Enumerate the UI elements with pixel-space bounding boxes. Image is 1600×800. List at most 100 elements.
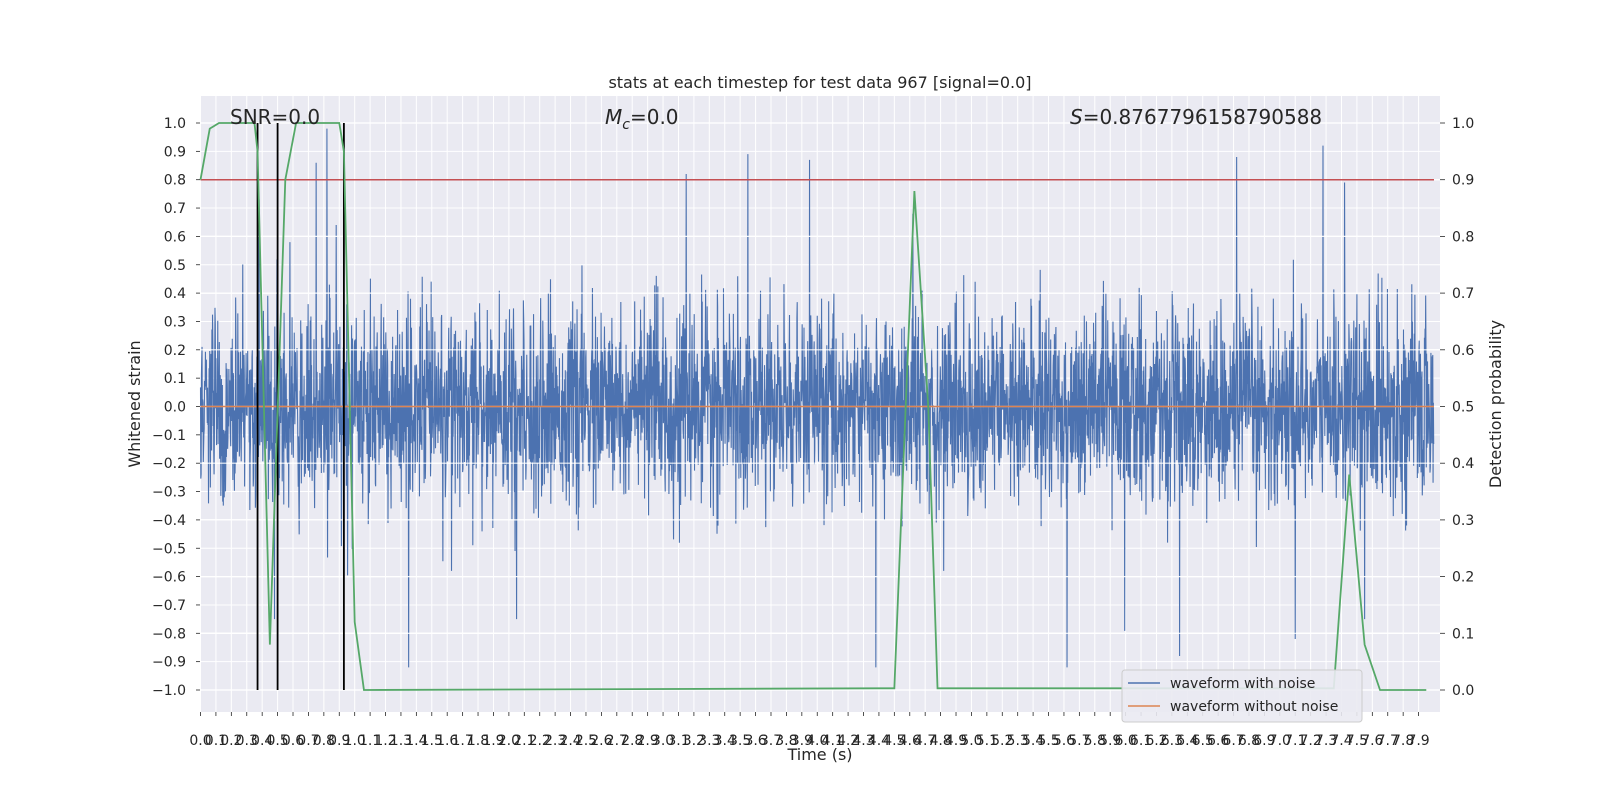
- x-tick-label: 0.4: [251, 733, 273, 749]
- x-tick-label: 7.3: [1315, 733, 1337, 749]
- y-tick-label: 1.0: [164, 116, 186, 132]
- x-tick-label: 5.9: [1099, 733, 1121, 749]
- y-right-tick-label: 0.3: [1452, 513, 1474, 529]
- y-tick-label: −0.8: [152, 626, 186, 642]
- x-tick-label: 1.6: [436, 733, 458, 749]
- x-tick-label: 3.4: [714, 733, 736, 749]
- y-tick-label: 0.1: [164, 371, 186, 387]
- y-tick-label: 0.7: [164, 201, 186, 217]
- legend: waveform with noise waveform without noi…: [1121, 669, 1363, 723]
- legend-box: [1121, 669, 1363, 723]
- x-tick-label: 5.0: [960, 733, 982, 749]
- y-tick-label: 0.8: [164, 173, 186, 189]
- x-axis-label: Time (s): [786, 745, 852, 764]
- x-tick-label: 4.9: [945, 733, 967, 749]
- x-tick-label: 6.4: [1176, 733, 1198, 749]
- x-tick-label: 0.6: [282, 733, 304, 749]
- x-tick-label: 1.4: [405, 733, 427, 749]
- y-tick-label: −0.4: [152, 513, 186, 529]
- x-tick-label: 6.9: [1253, 733, 1275, 749]
- y-right-tick-label: 0.9: [1452, 173, 1474, 189]
- x-tick-label: 1.8: [467, 733, 489, 749]
- x-tick-label: 2.8: [621, 733, 643, 749]
- x-tick-label: 5.2: [991, 733, 1013, 749]
- x-tick-label: 2.0: [498, 733, 520, 749]
- legend-label-noise: waveform with noise: [1170, 676, 1315, 692]
- y-tick-label: 0.5: [164, 258, 186, 274]
- y-axis-label: Whitened strain: [125, 340, 144, 467]
- x-tick-label: 3.7: [760, 733, 782, 749]
- x-tick-label: 1.3: [390, 733, 412, 749]
- x-tick-label: 0.0: [189, 733, 211, 749]
- x-tick-label: 6.6: [1207, 733, 1229, 749]
- y-tick-label: −0.1: [152, 428, 186, 444]
- x-tick-label: 7.7: [1377, 733, 1399, 749]
- x-tick-label: 2.7: [606, 733, 628, 749]
- x-tick-label: 6.8: [1238, 733, 1260, 749]
- chart-title: stats at each timestep for test data 967…: [608, 73, 1031, 92]
- x-tick-label: 4.5: [883, 733, 905, 749]
- mc-subscript: c: [622, 117, 630, 133]
- y-tick-label: −1.0: [152, 683, 186, 699]
- x-tick-label: 4.3: [852, 733, 874, 749]
- x-tick-label: 1.7: [451, 733, 473, 749]
- x-tick-label: 3.5: [729, 733, 751, 749]
- x-tick-label: 0.7: [297, 733, 319, 749]
- mc-symbol: M: [605, 105, 622, 129]
- x-tick-label: 4.7: [914, 733, 936, 749]
- x-tick-label: 2.2: [529, 733, 551, 749]
- x-tick-label: 1.2: [374, 733, 396, 749]
- x-tick-label: 4.0: [806, 733, 828, 749]
- y-tick-label: −0.6: [152, 570, 186, 586]
- y-tick-label: 0.6: [164, 229, 186, 245]
- x-tick-label: 3.3: [698, 733, 720, 749]
- x-tick-label: 6.2: [1145, 733, 1167, 749]
- x-tick-label: 2.9: [637, 733, 659, 749]
- x-tick-label: 6.0: [1114, 733, 1136, 749]
- x-tick-label: 6.5: [1192, 733, 1214, 749]
- x-tick-label: 1.0: [344, 733, 366, 749]
- y-tick-label: −0.7: [152, 598, 186, 614]
- y-right-tick-label: 0.8: [1452, 229, 1474, 245]
- x-tick-label: 7.5: [1346, 733, 1368, 749]
- x-tick-label: 3.2: [683, 733, 705, 749]
- x-tick-label: 5.1: [976, 733, 998, 749]
- detection-probability-line: [199, 122, 1427, 691]
- x-tick-label: 7.4: [1330, 733, 1352, 749]
- y-tick-label: 0.3: [164, 314, 186, 330]
- x-tick-label: 0.3: [236, 733, 258, 749]
- y-right-tick-label: 0.4: [1452, 456, 1474, 472]
- x-tick-label: 7.8: [1392, 733, 1414, 749]
- y-right-tick-label: 0.1: [1452, 626, 1474, 642]
- x-tick-label: 3.1: [667, 733, 689, 749]
- y-tick-label: 0.2: [164, 343, 186, 359]
- waveform-with-noise-series: [199, 128, 1435, 668]
- y-right-tick-label: 1.0: [1452, 116, 1474, 132]
- x-tick-label: 2.5: [575, 733, 597, 749]
- x-tick-label: 0.2: [220, 733, 242, 749]
- x-tick-label: 1.1: [359, 733, 381, 749]
- y-tick-label: −0.9: [152, 655, 186, 671]
- x-tick-label: 5.4: [1022, 733, 1044, 749]
- x-tick-label: 6.1: [1130, 733, 1152, 749]
- x-tick-label: 0.1: [205, 733, 227, 749]
- x-tick-label: 4.1: [822, 733, 844, 749]
- x-tick-label: 4.8: [929, 733, 951, 749]
- x-tick-label: 0.5: [266, 733, 288, 749]
- x-tick-label: 7.0: [1269, 733, 1291, 749]
- x-tick-label: 4.6: [899, 733, 921, 749]
- overlay-lines: [199, 122, 1440, 691]
- x-tick-label: 2.6: [590, 733, 612, 749]
- y-tick-label: −0.5: [152, 541, 186, 557]
- waveform-with-noise-line: [199, 128, 1435, 668]
- x-tick-label: 0.8: [313, 733, 335, 749]
- snr-annotation: SNR=0.0: [230, 105, 320, 129]
- mc-value: =0.0: [630, 105, 679, 129]
- x-tick-label: 1.5: [421, 733, 443, 749]
- y-right-tick-label: 0.7: [1452, 286, 1474, 302]
- x-tick-label: 6.7: [1222, 733, 1244, 749]
- x-tick-label: 4.4: [868, 733, 890, 749]
- x-tick-label: 5.3: [1007, 733, 1029, 749]
- y-right-axis-label: Detection probability: [1486, 320, 1505, 488]
